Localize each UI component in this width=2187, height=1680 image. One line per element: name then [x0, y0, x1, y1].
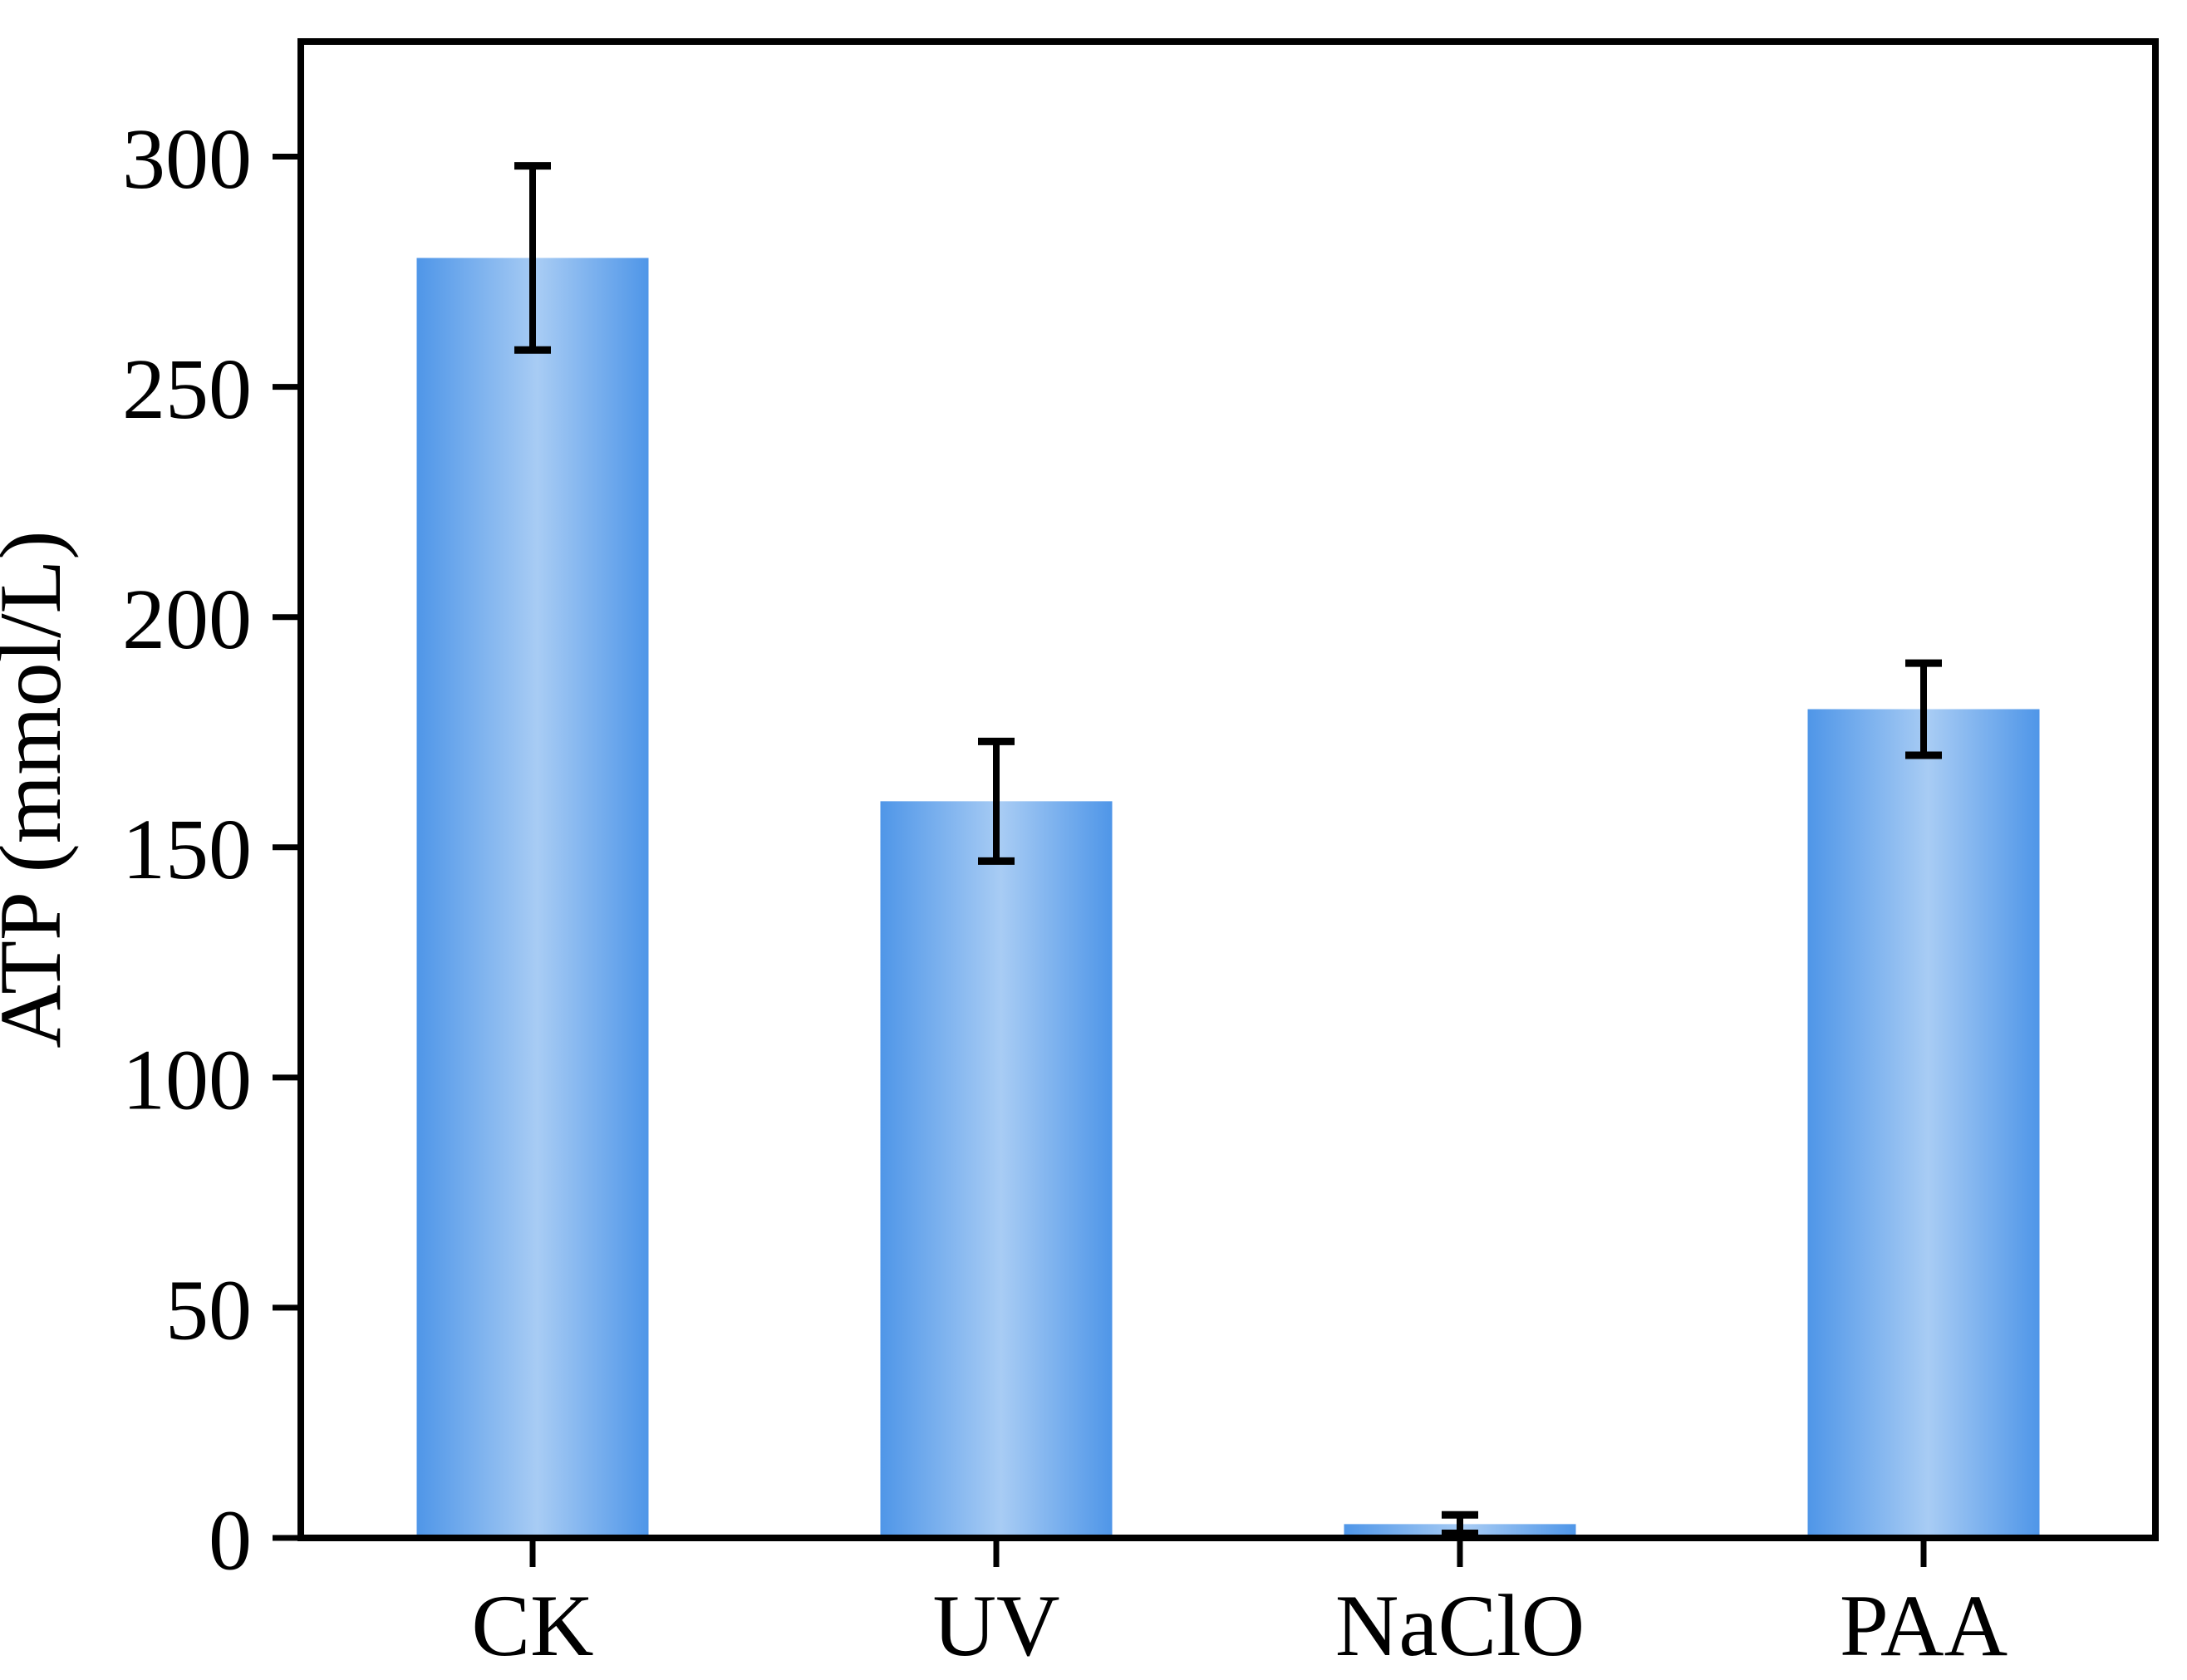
y-axis-ticks: 0 50 100 150 200 250 300: [122, 111, 301, 1588]
x-tick-label-PAA: PAA: [1840, 1577, 2008, 1674]
y-tick-label-0: 0: [209, 1492, 252, 1588]
bar-CK: [416, 258, 649, 1539]
x-tick-label-CK: CK: [471, 1577, 593, 1674]
bars: [416, 258, 2040, 1539]
bar-PAA: [1807, 709, 2040, 1538]
bar-UV: [880, 801, 1113, 1538]
y-tick-label-100: 100: [122, 1032, 252, 1127]
y-tick-label-50: 50: [165, 1262, 252, 1358]
x-tick-label-UV: UV: [932, 1577, 1059, 1674]
x-tick-label-NaClO: NaClO: [1335, 1577, 1585, 1674]
error-bars: [514, 162, 1942, 1537]
y-tick-label-150: 150: [122, 802, 252, 897]
y-tick-label-250: 250: [122, 341, 252, 437]
plot-frame: [297, 38, 2159, 1541]
x-axis-ticks: CK UV NaClO PAA: [471, 1538, 2008, 1674]
y-tick-label-200: 200: [122, 572, 252, 667]
y-axis-label: ATP (mmol/L): [0, 530, 79, 1048]
y-tick-label-300: 300: [122, 111, 252, 207]
